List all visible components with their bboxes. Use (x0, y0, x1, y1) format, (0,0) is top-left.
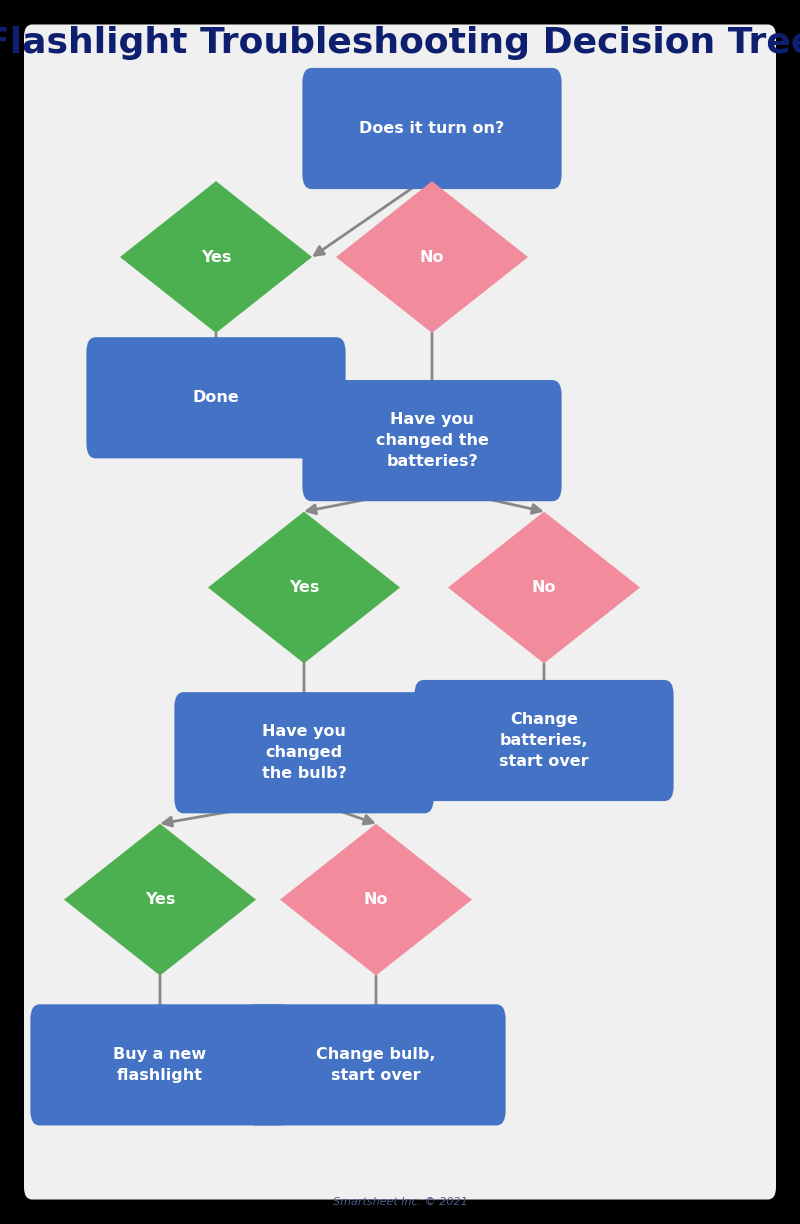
Text: Smartsheet Inc. © 2021: Smartsheet Inc. © 2021 (333, 1197, 467, 1207)
Text: Change bulb,
start over: Change bulb, start over (316, 1047, 436, 1083)
Text: Buy a new
flashlight: Buy a new flashlight (114, 1047, 206, 1083)
Polygon shape (448, 512, 640, 663)
FancyBboxPatch shape (246, 1004, 506, 1126)
FancyBboxPatch shape (24, 24, 776, 1200)
Text: Have you
changed
the bulb?: Have you changed the bulb? (262, 725, 346, 781)
Polygon shape (280, 824, 472, 976)
Polygon shape (208, 512, 400, 663)
FancyBboxPatch shape (30, 1004, 290, 1126)
Text: No: No (420, 250, 444, 264)
Text: Done: Done (193, 390, 239, 405)
Polygon shape (120, 181, 312, 333)
FancyBboxPatch shape (86, 337, 346, 458)
Text: Yes: Yes (201, 250, 231, 264)
FancyBboxPatch shape (302, 379, 562, 502)
FancyBboxPatch shape (302, 67, 562, 188)
Text: Yes: Yes (289, 580, 319, 595)
FancyBboxPatch shape (174, 693, 434, 813)
Text: Yes: Yes (145, 892, 175, 907)
Text: No: No (364, 892, 388, 907)
FancyBboxPatch shape (414, 681, 674, 800)
Text: Flashlight Troubleshooting Decision Tree: Flashlight Troubleshooting Decision Tree (0, 26, 800, 60)
Polygon shape (64, 824, 256, 976)
Text: Change
batteries,
start over: Change batteries, start over (499, 712, 589, 769)
Text: Does it turn on?: Does it turn on? (359, 121, 505, 136)
Text: No: No (532, 580, 556, 595)
Polygon shape (336, 181, 528, 333)
Text: Have you
changed the
batteries?: Have you changed the batteries? (375, 412, 489, 469)
